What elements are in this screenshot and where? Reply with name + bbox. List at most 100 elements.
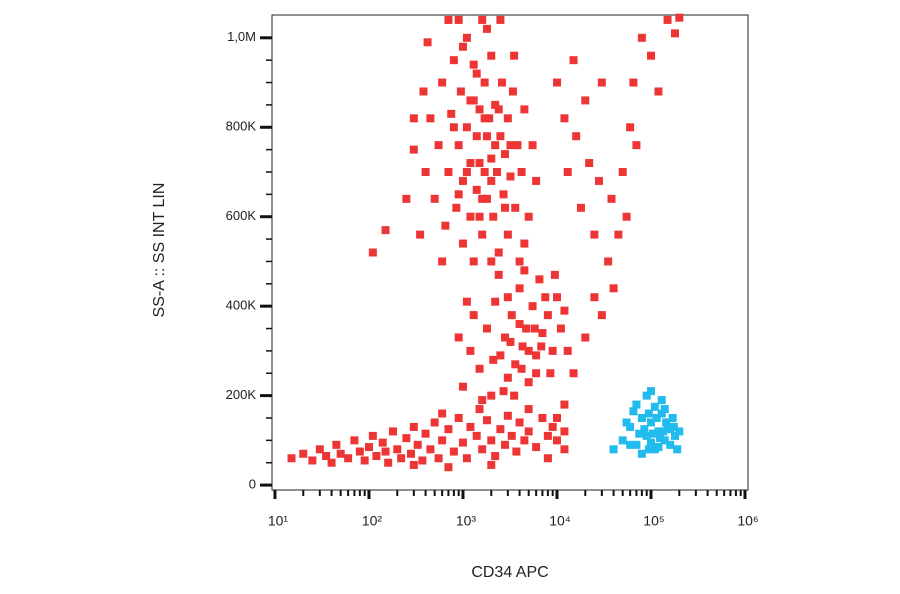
data-point — [569, 369, 578, 378]
data-point — [503, 293, 512, 302]
data-point — [518, 342, 527, 351]
x-tick-label: 10⁴ — [549, 513, 571, 529]
data-point — [552, 436, 561, 445]
y-tick-label: 400K — [226, 298, 257, 313]
data-point — [496, 425, 505, 434]
data-point — [560, 114, 569, 123]
data-point — [637, 33, 646, 42]
x-tick-label: 10⁶ — [737, 513, 758, 529]
data-point — [491, 452, 500, 461]
data-point — [538, 413, 547, 422]
data-point — [520, 436, 529, 445]
data-point — [560, 400, 569, 409]
data-point — [491, 297, 500, 306]
data-point — [409, 460, 418, 469]
data-point — [532, 443, 541, 452]
y-tick-label: 200K — [226, 387, 257, 402]
data-point — [670, 29, 679, 38]
data-point — [609, 445, 618, 454]
data-point — [409, 422, 418, 431]
data-point — [644, 409, 653, 418]
data-point — [469, 60, 478, 69]
data-point — [344, 454, 353, 463]
data-point — [494, 105, 503, 114]
data-point — [647, 387, 656, 396]
data-point — [524, 427, 533, 436]
data-point — [454, 15, 463, 24]
data-point — [520, 266, 529, 275]
data-point — [657, 409, 666, 418]
data-point — [434, 454, 443, 463]
data-point — [654, 443, 663, 452]
data-point — [654, 427, 663, 436]
data-point — [675, 13, 684, 22]
data-point — [407, 449, 416, 458]
data-point — [336, 449, 345, 458]
data-point — [622, 418, 631, 427]
data-point — [642, 431, 651, 440]
data-point — [487, 460, 496, 469]
data-point — [444, 425, 453, 434]
data-point — [454, 141, 463, 150]
data-point — [426, 114, 435, 123]
data-point — [647, 51, 656, 60]
data-point — [480, 114, 489, 123]
data-point — [675, 427, 684, 436]
data-point — [444, 15, 453, 24]
data-point — [626, 440, 635, 449]
data-point — [462, 297, 471, 306]
data-point — [668, 413, 677, 422]
data-point — [350, 436, 359, 445]
data-point — [472, 431, 481, 440]
data-point — [482, 24, 491, 33]
data-point — [535, 275, 544, 284]
data-point — [522, 324, 531, 333]
data-point — [629, 407, 638, 416]
data-point — [489, 212, 498, 221]
data-point — [364, 443, 373, 452]
data-point — [487, 176, 496, 185]
data-point — [595, 176, 604, 185]
data-point — [517, 364, 526, 373]
data-point — [585, 159, 594, 168]
data-point — [496, 351, 505, 360]
data-point — [560, 306, 569, 315]
data-point — [413, 440, 422, 449]
data-point — [548, 346, 557, 355]
data-point — [503, 230, 512, 239]
data-point — [449, 447, 458, 456]
data-point — [466, 159, 475, 168]
data-point — [629, 78, 638, 87]
data-point — [438, 257, 447, 266]
data-point — [475, 405, 484, 414]
plot-frame — [271, 14, 749, 491]
data-point — [499, 190, 508, 199]
data-point — [421, 429, 430, 438]
data-point — [472, 132, 481, 141]
data-point — [637, 413, 646, 422]
data-point — [546, 369, 555, 378]
data-point — [669, 422, 678, 431]
data-point — [499, 387, 508, 396]
data-point — [496, 15, 505, 24]
data-point — [402, 434, 411, 443]
data-point — [402, 194, 411, 203]
data-point — [438, 436, 447, 445]
data-point — [496, 132, 505, 141]
data-point — [478, 194, 487, 203]
data-point — [482, 194, 491, 203]
data-point — [368, 248, 377, 257]
data-point — [517, 167, 526, 176]
data-point — [511, 203, 520, 212]
data-point — [421, 167, 430, 176]
data-point — [560, 427, 569, 436]
data-point — [563, 346, 572, 355]
data-point — [515, 320, 524, 329]
data-point — [642, 391, 651, 400]
data-point — [511, 360, 520, 369]
data-point — [556, 324, 565, 333]
data-point — [530, 324, 539, 333]
data-point — [487, 436, 496, 445]
data-point — [635, 429, 644, 438]
